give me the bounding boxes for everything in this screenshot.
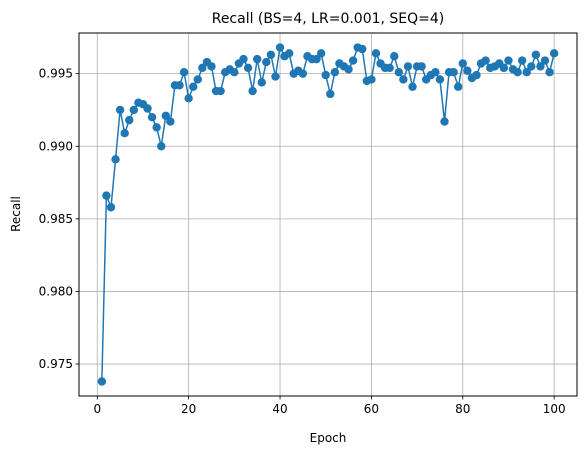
data-point — [394, 68, 404, 77]
data-point — [198, 63, 207, 73]
data-point — [517, 56, 527, 65]
data-point — [152, 123, 161, 132]
data-point — [207, 62, 216, 71]
data-point — [344, 65, 353, 74]
data-point — [266, 50, 276, 59]
data-point — [252, 54, 262, 64]
data-point — [367, 75, 376, 84]
data-point — [545, 68, 554, 77]
data-point — [179, 68, 189, 77]
data-point — [243, 63, 253, 73]
data-point — [275, 43, 285, 52]
data-point — [454, 82, 463, 91]
data-point — [321, 70, 330, 80]
x-axis-label: Epoch — [310, 431, 347, 445]
data-point — [449, 68, 458, 77]
data-point — [230, 68, 239, 77]
data-point — [102, 191, 111, 200]
data-point — [284, 49, 294, 58]
data-point — [175, 81, 184, 90]
data-point — [348, 56, 358, 65]
data-point — [312, 54, 321, 64]
data-point — [143, 104, 152, 113]
data-point — [358, 44, 367, 54]
data-point — [111, 155, 120, 164]
data-point — [106, 203, 116, 212]
data-point — [527, 62, 536, 71]
data-point — [481, 56, 490, 65]
data-point — [330, 68, 340, 77]
y-axis-label: Recall — [9, 196, 23, 232]
x-tick-label: 60 — [364, 402, 379, 416]
data-point — [408, 82, 417, 91]
data-point — [125, 115, 134, 125]
data-point — [371, 49, 381, 58]
data-point — [513, 68, 522, 77]
data-point — [193, 75, 202, 84]
data-point — [458, 59, 467, 68]
data-point — [298, 69, 308, 78]
data-point — [129, 105, 139, 115]
data-point — [522, 68, 531, 77]
data-point — [248, 86, 257, 96]
data-point — [499, 63, 509, 73]
data-point — [417, 62, 426, 71]
data-point — [399, 75, 408, 84]
data-point — [184, 94, 193, 103]
chart-title: Recall (BS=4, LR=0.001, SEQ=4) — [212, 11, 445, 27]
y-tick-label: 0.980 — [39, 284, 73, 298]
data-point — [472, 70, 481, 80]
recall-series — [97, 43, 559, 386]
data-point — [326, 89, 335, 99]
data-point — [257, 78, 266, 87]
data-point — [147, 113, 157, 122]
data-point — [403, 62, 413, 71]
data-point — [216, 86, 225, 96]
data-point — [166, 117, 175, 126]
x-tick-label: 80 — [455, 402, 470, 416]
data-point — [316, 49, 326, 58]
y-tick-label: 0.995 — [39, 67, 73, 81]
data-point — [115, 105, 125, 115]
axis-ticks: 0 20 40 60 80 100 0.975 0.980 0.985 0.990 0.995 — [39, 67, 566, 416]
data-point — [536, 62, 545, 71]
data-point — [271, 72, 280, 81]
data-point — [431, 68, 440, 77]
x-tick-label: 20 — [181, 402, 196, 416]
data-point — [161, 111, 171, 120]
data-point — [239, 54, 248, 64]
data-point — [385, 63, 394, 73]
data-point — [262, 57, 271, 67]
data-point — [549, 49, 559, 58]
data-point — [435, 75, 445, 84]
data-point — [189, 82, 198, 91]
y-tick-label: 0.990 — [39, 139, 73, 153]
data-point — [157, 142, 166, 151]
data-point — [463, 66, 472, 75]
plot-frame — [78, 32, 578, 397]
x-tick-label: 0 — [93, 402, 101, 416]
data-point — [120, 128, 129, 138]
data-point — [440, 117, 449, 126]
data-point — [504, 56, 513, 65]
data-point — [531, 50, 541, 59]
data-point — [540, 56, 550, 65]
y-tick-label: 0.975 — [39, 357, 73, 371]
y-tick-label: 0.985 — [39, 212, 73, 226]
x-tick-label: 40 — [272, 402, 287, 416]
data-point — [390, 52, 399, 61]
data-point — [97, 377, 107, 386]
x-tick-label: 100 — [543, 402, 566, 416]
